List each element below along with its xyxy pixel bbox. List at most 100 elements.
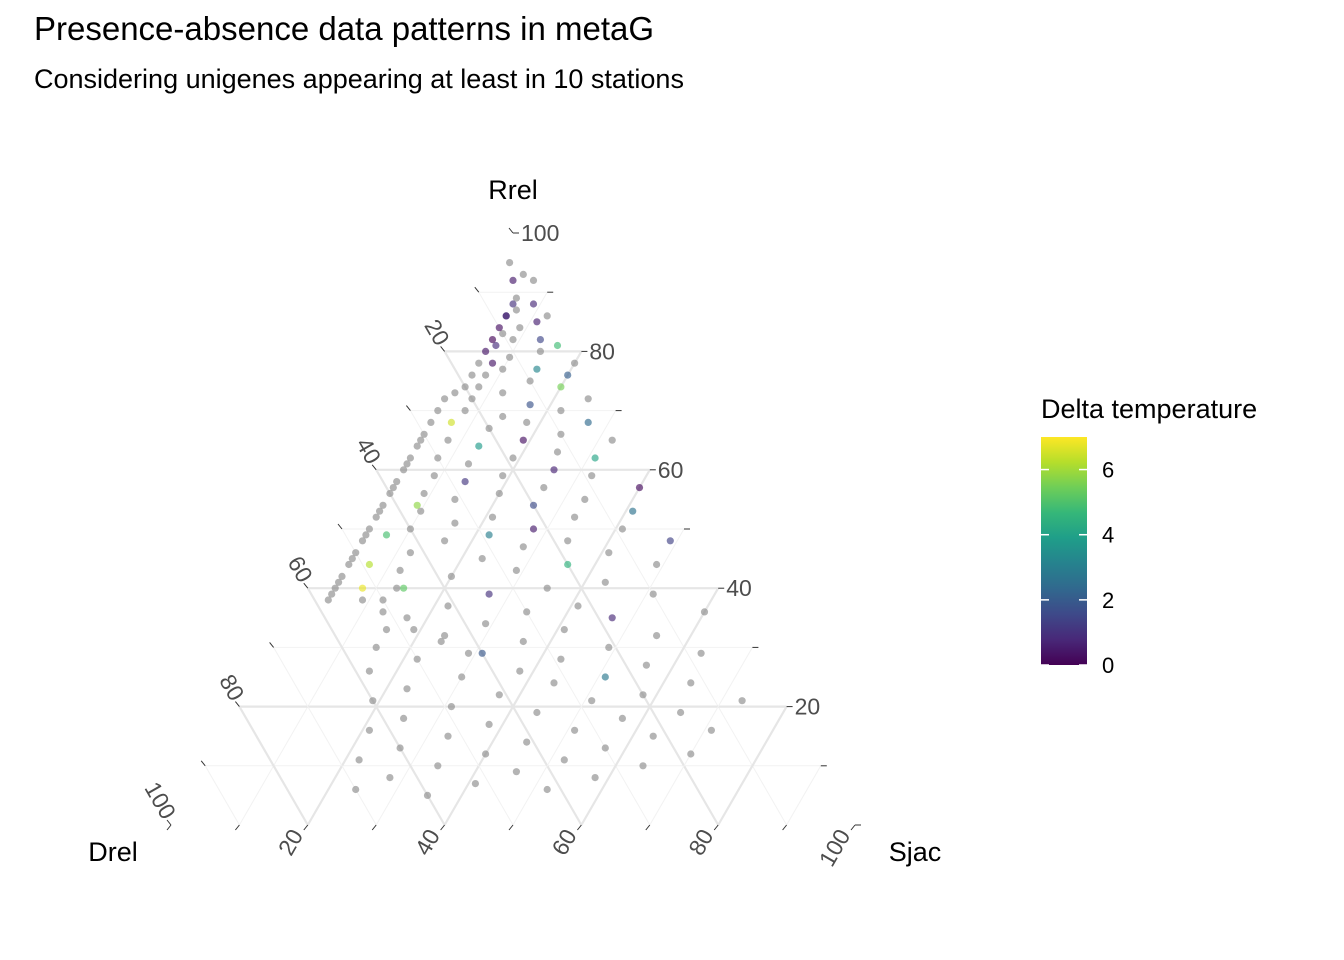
data-point — [506, 259, 514, 267]
data-point — [406, 454, 414, 462]
data-point — [512, 566, 521, 575]
data-point — [434, 454, 442, 462]
rrel-tick-label: 20 — [795, 694, 821, 720]
drel-tick-label: 80 — [214, 670, 249, 705]
data-point — [447, 418, 455, 426]
data-point — [382, 626, 391, 634]
tick-mark — [474, 286, 480, 293]
data-point — [584, 395, 592, 403]
data-point — [519, 436, 527, 444]
data-point — [444, 732, 452, 740]
colorbar-tick-label: 6 — [1102, 458, 1114, 483]
tick-mark — [508, 824, 514, 831]
data-point — [543, 312, 551, 320]
sjac-tick-label: 60 — [546, 825, 581, 860]
data-point — [338, 572, 346, 581]
data-point — [557, 407, 565, 415]
sjac-tick-label: 80 — [683, 825, 718, 860]
data-point — [488, 513, 497, 521]
data-point — [358, 537, 367, 545]
data-point — [495, 324, 503, 332]
tick-mark — [406, 405, 411, 411]
data-point — [635, 484, 644, 492]
rrel-tick-label: 40 — [726, 575, 752, 601]
data-point — [557, 655, 565, 663]
data-point — [335, 578, 343, 586]
data-point — [447, 703, 455, 711]
colorbar — [1041, 437, 1087, 665]
sjac-tick-label: 100 — [814, 825, 856, 871]
tick-mark — [850, 824, 856, 831]
data-point — [529, 276, 538, 284]
colorbar-tick-label: 4 — [1102, 523, 1114, 548]
data-point — [471, 780, 479, 788]
data-point — [700, 608, 709, 616]
data-point — [478, 555, 486, 563]
data-point — [499, 412, 507, 421]
data-point — [461, 478, 469, 486]
data-point — [601, 578, 609, 586]
data-point — [331, 584, 339, 592]
data-point — [529, 525, 538, 533]
tick-mark — [440, 824, 445, 831]
data-point — [488, 359, 497, 367]
data-point — [584, 418, 592, 426]
data-point — [523, 418, 531, 426]
data-point — [403, 614, 411, 622]
data-point — [697, 649, 705, 657]
tick-mark — [782, 824, 787, 831]
data-point — [447, 572, 455, 581]
data-point — [362, 531, 370, 539]
drel-tick-label: 20 — [419, 315, 454, 350]
data-point — [475, 359, 483, 367]
data-point — [451, 519, 459, 527]
data-point — [523, 738, 531, 746]
data-point — [574, 602, 582, 610]
data-point — [509, 454, 517, 462]
data-point — [533, 365, 541, 373]
data-point — [396, 566, 404, 575]
tick-mark — [235, 701, 240, 707]
data-point — [464, 460, 473, 468]
data-point — [379, 608, 387, 616]
tick-mark — [577, 824, 582, 831]
data-point — [434, 762, 442, 770]
data-point — [386, 489, 394, 498]
data-point — [485, 590, 493, 598]
data-point — [482, 347, 490, 355]
data-point — [400, 714, 408, 723]
tick-mark — [440, 346, 445, 352]
grid-line — [306, 587, 446, 826]
data-point — [519, 637, 527, 646]
data-point — [427, 418, 435, 426]
data-point — [437, 637, 445, 646]
data-point — [560, 756, 568, 764]
data-point — [365, 525, 373, 533]
sjac-tick-label: 40 — [410, 825, 445, 860]
data-point — [588, 697, 596, 705]
data-point — [468, 371, 476, 379]
data-point — [393, 478, 401, 486]
tick-mark — [337, 523, 343, 530]
data-point — [376, 507, 384, 515]
data-point — [499, 365, 507, 373]
data-point — [413, 442, 421, 450]
data-point — [738, 697, 746, 705]
data-point — [423, 791, 432, 800]
data-point — [389, 484, 397, 492]
data-point — [536, 336, 545, 344]
data-point — [403, 685, 411, 693]
data-point — [533, 708, 541, 717]
data-point — [550, 466, 558, 474]
data-point — [605, 549, 613, 557]
data-point — [526, 377, 534, 385]
data-point — [495, 489, 503, 498]
data-point — [512, 768, 521, 776]
data-point — [618, 714, 627, 723]
tick-mark — [508, 227, 514, 234]
legend-title: Delta temperature — [1041, 394, 1257, 424]
chart-title: Presence-absence data patterns in metaG — [34, 10, 655, 47]
vertex-label-rrel: Rrel — [488, 175, 538, 205]
data-point — [677, 708, 685, 717]
data-point — [468, 395, 476, 403]
